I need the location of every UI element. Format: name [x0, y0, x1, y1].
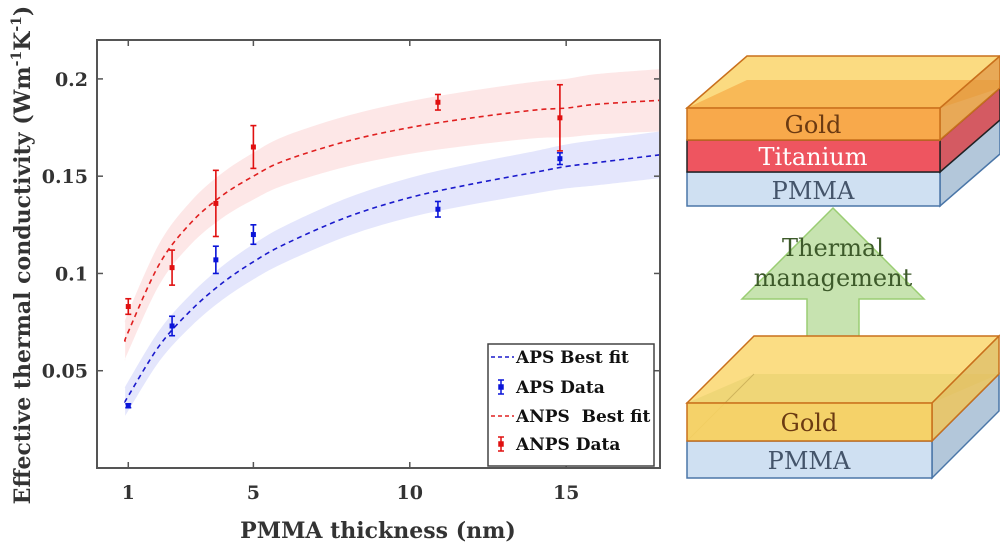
- data-point-anps-data: [434, 93, 441, 111]
- x-tick-labels: 1 5 10 15: [122, 482, 580, 504]
- y-axis-label-sup1: -1: [9, 51, 25, 67]
- legend-label-aps-fit: APS Best fit: [515, 348, 629, 368]
- marker: [125, 304, 131, 310]
- top-titanium-label: Titanium: [759, 143, 868, 171]
- data-point-aps-data: [250, 224, 257, 246]
- legend-item-aps-data: APS Data: [498, 378, 605, 398]
- data-point-aps-data: [434, 200, 441, 218]
- y-tick-label: 0.05: [42, 361, 88, 383]
- x-tick-label: 5: [247, 482, 260, 504]
- marker: [213, 200, 219, 206]
- y-axis-label-close: ): [10, 6, 36, 16]
- bottom-stack: PMMA Gold: [685, 334, 1000, 480]
- marker: [435, 99, 441, 105]
- top-stack: PMMA Titanium Gold: [684, 55, 1000, 208]
- top-gold-layer: Gold: [684, 55, 1000, 142]
- fit-line-anps-best-fit: [123, 99, 661, 342]
- layer-stack-diagram: PMMA Titanium Gold Thermal management PM…: [684, 55, 1000, 480]
- y-tick-label: 0.15: [42, 166, 88, 188]
- y-axis-label-sup2: -1: [9, 16, 25, 32]
- data-point-aps-data: [169, 315, 176, 337]
- data-point-aps-data: [556, 152, 563, 166]
- plot-frame: [96, 39, 661, 469]
- y-tick-label: 0.1: [55, 263, 88, 285]
- fit-lines: [123, 99, 661, 403]
- data-point-aps-data: [125, 402, 132, 409]
- data-points: [125, 83, 563, 409]
- legend-label-aps-data: APS Data: [515, 378, 605, 398]
- x-axis-label: PMMA thickness (nm): [240, 518, 516, 544]
- marker: [213, 257, 219, 263]
- y-tick-labels: 0.05 0.1 0.15 0.2: [42, 69, 88, 383]
- marker: [125, 403, 131, 409]
- data-point-anps-data: [556, 83, 563, 152]
- marker: [435, 206, 441, 212]
- top-titanium-layer: Titanium: [686, 87, 1000, 174]
- data-point-anps-data: [169, 249, 176, 286]
- marker: [557, 156, 563, 162]
- x-tick-label: 1: [122, 482, 135, 504]
- marker: [250, 232, 256, 238]
- y-axis-label-main: Effective thermal conductivity (Wm: [10, 66, 36, 504]
- data-point-anps-data: [212, 169, 219, 238]
- bottom-gold-label: Gold: [781, 409, 838, 437]
- top-pmma-label: PMMA: [772, 177, 855, 205]
- confidence-band-anps-best-fit: [124, 69, 660, 361]
- y-axis-label: Effective thermal conductivity (Wm-1K-1): [9, 6, 36, 505]
- marker: [250, 144, 256, 150]
- marker: [557, 115, 563, 121]
- top-pmma-layer: PMMA: [686, 119, 1000, 208]
- legend-item-aps-fit: APS Best fit: [491, 348, 629, 368]
- arrow-label-line1: Thermal: [782, 234, 884, 262]
- marker: [169, 265, 175, 271]
- fit-line-aps-best-fit: [123, 153, 661, 403]
- marker: [169, 323, 175, 329]
- legend-item-anps-fit: ANPS Best fit: [491, 407, 651, 427]
- legend-swatch-aps-data: [498, 379, 504, 395]
- bottom-pmma-layer: PMMA: [686, 372, 1000, 480]
- data-point-anps-data: [125, 297, 132, 316]
- x-tick-label: 15: [553, 482, 579, 504]
- legend-label-anps-data: ANPS Data: [515, 435, 620, 455]
- arrow-label-line2: management: [754, 264, 913, 292]
- bottom-gold-layer: Gold: [685, 334, 1000, 443]
- confidence-band-aps-best-fit: [124, 131, 660, 417]
- legend-label-anps-fit: ANPS Best fit: [515, 407, 651, 427]
- thermal-conductivity-chart: 1 5 10 15 0.050.10.150.2 PMMA thickness (nm…: [9, 6, 661, 544]
- bottom-pmma-label: PMMA: [768, 447, 851, 475]
- y-tick-label: 0.2: [55, 69, 88, 91]
- confidence-bands: [124, 69, 660, 417]
- x-tick-label: 10: [397, 482, 423, 504]
- data-point-aps-data: [212, 245, 219, 275]
- y-axis-label-mid: K: [10, 31, 36, 51]
- legend-swatch-anps-data: [498, 436, 504, 452]
- top-gold-label: Gold: [785, 111, 842, 139]
- data-point-anps-data: [250, 124, 257, 170]
- legend-box: [487, 343, 655, 467]
- thermal-management-arrow: Thermal management: [740, 206, 926, 338]
- legend-item-anps-data: ANPS Data: [498, 435, 620, 455]
- legend: APS Best fit APS Data ANPS Best fit ANPS…: [487, 343, 655, 467]
